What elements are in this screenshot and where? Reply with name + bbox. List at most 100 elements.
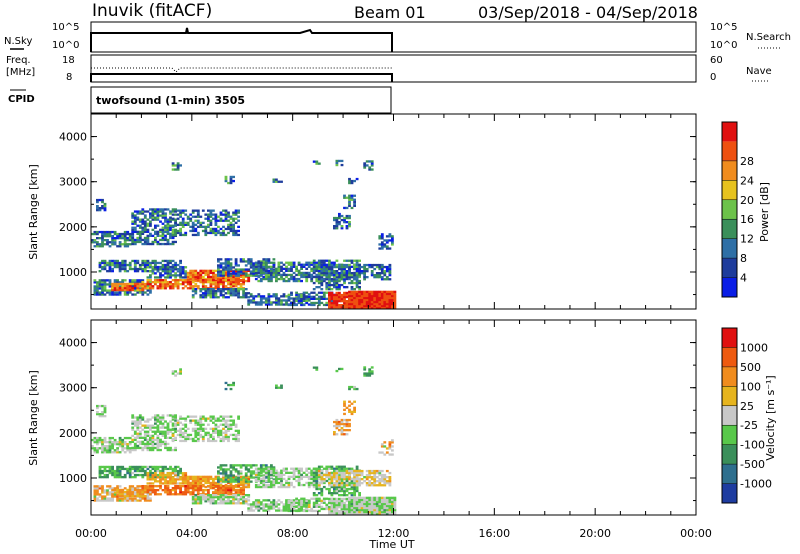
data-cell <box>214 419 218 422</box>
data-cell <box>131 220 135 223</box>
data-cell <box>151 436 155 439</box>
data-cell <box>156 210 160 213</box>
data-cell <box>300 279 303 283</box>
data-cell <box>302 303 306 307</box>
data-cell <box>333 467 336 470</box>
data-cell <box>204 231 208 235</box>
data-cell <box>335 471 339 475</box>
data-cell <box>335 265 339 269</box>
data-cell <box>312 267 316 270</box>
data-cell <box>189 213 193 216</box>
data-cell <box>166 426 170 429</box>
data-cell <box>136 216 140 219</box>
data-cell <box>315 273 319 277</box>
data-cell <box>214 425 218 428</box>
data-cell <box>98 476 102 479</box>
data-cell <box>353 478 356 481</box>
data-cell <box>171 208 175 211</box>
data-cell <box>214 287 218 290</box>
data-cell <box>328 492 331 495</box>
data-cell <box>179 276 182 279</box>
data-cell <box>133 218 137 221</box>
data-cell <box>242 483 245 487</box>
data-cell <box>244 475 248 478</box>
data-cell <box>259 481 263 485</box>
data-cell <box>194 219 198 222</box>
data-cell <box>214 502 218 505</box>
data-cell <box>391 302 394 306</box>
data-cell <box>143 432 147 435</box>
data-cell <box>174 485 177 488</box>
data-cell <box>98 279 102 282</box>
data-cell <box>106 235 109 238</box>
data-cell <box>184 493 188 496</box>
data-cell <box>181 283 185 286</box>
data-cell <box>365 160 369 163</box>
data-cell <box>229 179 233 183</box>
data-cell <box>259 297 263 300</box>
data-cell <box>106 261 109 265</box>
data-cell <box>154 236 157 240</box>
data-cell <box>159 430 162 433</box>
data-cell <box>242 498 245 501</box>
data-cell <box>217 478 220 481</box>
data-cell <box>224 500 228 503</box>
data-cell <box>312 481 316 485</box>
data-cell <box>169 480 172 483</box>
data-cell <box>229 427 233 430</box>
data-cell <box>307 263 311 266</box>
data-cell <box>184 279 188 282</box>
data-cell <box>290 275 293 279</box>
data-cell <box>335 288 339 291</box>
freq-unit: [MHz] <box>6 67 35 78</box>
data-cell <box>159 469 162 473</box>
data-cell <box>181 266 185 269</box>
data-cell <box>111 239 114 242</box>
data-cell <box>133 442 137 446</box>
data-cell <box>229 481 233 485</box>
data-cell <box>194 233 198 237</box>
data-cell <box>343 259 346 262</box>
data-cell <box>174 283 177 286</box>
data-cell <box>247 483 251 487</box>
data-cell <box>242 273 245 277</box>
data-cell <box>262 485 266 489</box>
data-cell <box>209 292 213 295</box>
data-cell <box>340 476 344 479</box>
data-cell <box>355 304 359 308</box>
data-cell <box>154 469 157 473</box>
data-cell <box>350 496 354 499</box>
data-cell <box>181 272 185 275</box>
data-cell <box>164 434 167 437</box>
data-cell <box>108 270 112 273</box>
data-cell <box>204 431 208 434</box>
data-cell <box>217 498 220 501</box>
data-cell <box>141 494 145 498</box>
data-cell <box>338 485 341 489</box>
data-cell <box>156 480 160 483</box>
data-cell <box>340 297 344 301</box>
data-cell <box>328 295 331 299</box>
data-cell <box>161 267 165 271</box>
data-cell <box>257 268 261 271</box>
data-cell <box>207 290 210 293</box>
data-cell <box>335 281 339 285</box>
data-cell <box>312 275 316 279</box>
data-cell <box>212 288 215 291</box>
data-cell <box>370 500 374 504</box>
data-cell <box>277 301 281 304</box>
data-cell <box>343 512 346 515</box>
data-cell <box>373 471 377 475</box>
data-cell <box>275 267 278 270</box>
data-cell <box>222 496 225 499</box>
data-cell <box>375 304 379 308</box>
data-cell <box>391 239 394 242</box>
data-cell <box>348 223 351 226</box>
data-cell <box>363 270 366 273</box>
data-cell <box>257 271 261 275</box>
data-cell <box>149 220 152 223</box>
data-cell <box>171 467 175 471</box>
data-cell <box>345 478 349 481</box>
data-cell <box>380 267 384 271</box>
data-cell <box>199 496 203 499</box>
